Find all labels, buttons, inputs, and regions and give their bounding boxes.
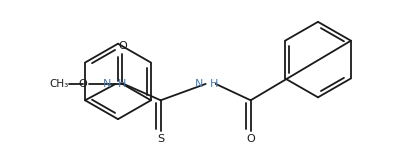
Text: H: H [118,79,126,89]
Text: CH₃: CH₃ [49,79,68,89]
Text: N: N [195,79,204,89]
Text: H: H [210,79,218,89]
Text: O: O [118,41,127,51]
Text: O: O [246,134,255,144]
Text: N: N [103,79,112,89]
Text: S: S [157,134,164,144]
Text: O: O [79,79,87,89]
